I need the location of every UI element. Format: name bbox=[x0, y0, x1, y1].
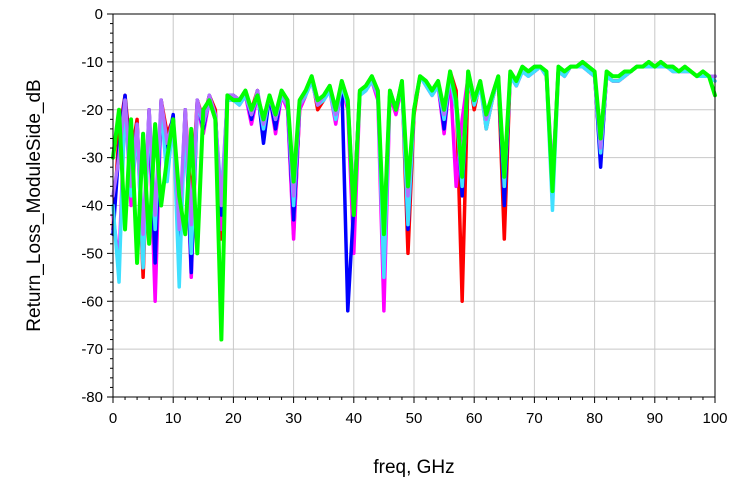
plot-area bbox=[111, 59, 717, 342]
y-tick-label: -20 bbox=[81, 102, 103, 119]
y-axis-title: Return_Loss_ModuleSide_dB bbox=[24, 79, 45, 331]
y-tick-label: 0 bbox=[95, 6, 103, 23]
x-tick-label: 70 bbox=[526, 410, 543, 427]
x-tick-label: 30 bbox=[285, 410, 302, 427]
y-tick-label: -30 bbox=[81, 150, 103, 167]
series-line-green bbox=[111, 59, 717, 342]
x-tick-label: 40 bbox=[345, 410, 362, 427]
axis-ticks bbox=[107, 13, 716, 403]
x-tick-label: 60 bbox=[466, 410, 483, 427]
y-tick-label: -40 bbox=[81, 198, 103, 215]
x-tick-label: 50 bbox=[406, 410, 423, 427]
x-tick-label: 20 bbox=[225, 410, 242, 427]
x-tick-label: 80 bbox=[586, 410, 603, 427]
x-tick-label: 90 bbox=[646, 410, 663, 427]
tick-labels: 0 10 20 30 40 50 60 70 80 90 100 0 -10 -20 -30 -40 -50 -6… bbox=[81, 6, 727, 427]
x-tick-label: 10 bbox=[165, 410, 182, 427]
x-tick-label: 0 bbox=[109, 410, 117, 427]
x-tick-label: 100 bbox=[702, 410, 727, 427]
y-tick-label: -50 bbox=[81, 245, 103, 262]
y-tick-label: -80 bbox=[81, 389, 103, 406]
x-axis-title: freq, GHz bbox=[373, 457, 454, 478]
y-tick-label: -70 bbox=[81, 341, 103, 358]
y-tick-label: -10 bbox=[81, 54, 103, 71]
y-tick-label: -60 bbox=[81, 293, 103, 310]
